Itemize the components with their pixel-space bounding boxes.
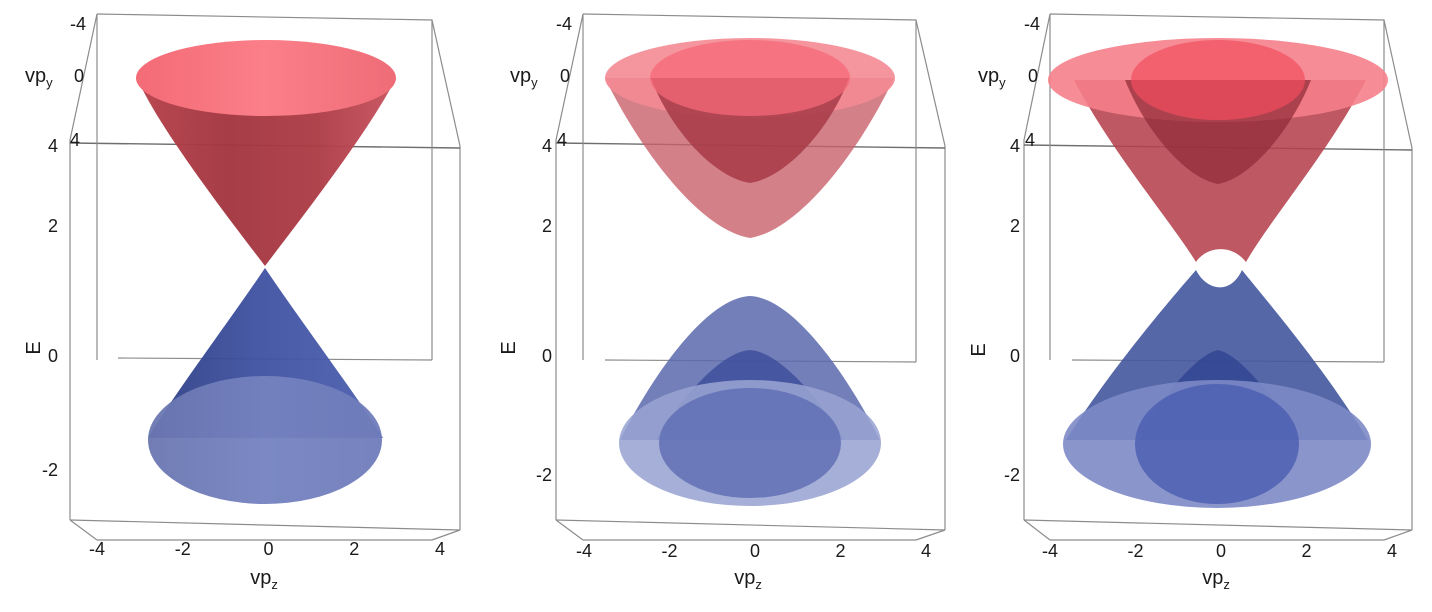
panel-1-e-tick-label: -2 [42,460,58,480]
panel-3-x-tick-label: 4 [1387,541,1397,561]
panel-2-e-tick-label: 0 [542,346,552,366]
panel-1-e-tick-label: 2 [48,216,58,236]
panel-2-x-tick-label: 4 [921,541,931,561]
panel-2-axis-labels: -4 -2 0 2 4 vpz -4 0 4 vpy -2 0 2 4 E [498,14,931,592]
panel-2-y-axis-label: vpy [510,65,538,90]
panel-2-x-tick-label: 2 [835,541,845,561]
panel-2-e-tick-label: 2 [542,216,552,236]
panel-3: -4 -2 0 2 4 vpz -4 0 4 vpy -2 0 2 4 E [968,13,1413,592]
panel-2-x-tick-label: 0 [750,541,760,561]
panel-1-y-tick-label: -4 [70,14,86,34]
panel-3-conduction-inner-top [1131,40,1305,120]
panel-2-e-tick-label: -2 [536,465,552,485]
panel-1-e-tick-label: 0 [48,346,58,366]
panel-2-x-tick-label: -4 [576,541,592,561]
panel-3-x-tick-label: -4 [1042,541,1058,561]
panel-2-y-tick-label: -4 [556,14,572,34]
panel-2-surface [605,38,895,506]
panel-3-e-tick-label: -2 [1004,465,1020,485]
panel-1-conduction-top [136,40,396,116]
panel-3-y-tick-label: 0 [1028,66,1038,86]
panel-1-conduction-cone [137,78,396,266]
panel-3-e-axis-label: E [968,343,990,356]
panel-1-y-axis-label: vpy [25,65,53,90]
panel-2-conduction-inner-top [650,40,850,116]
panel-2-x-axis-label: vpz [734,567,762,592]
panel-3-x-tick-label: -2 [1127,541,1143,561]
panel-1-x-tick-label: 2 [349,539,359,559]
panel-3-valence-inner-base [1135,384,1299,504]
panel-2-x-tick-label: -2 [661,541,677,561]
panel-1-e-axis-label: E [23,341,45,354]
panel-2-valence-inner-base [659,388,841,498]
panel-2-e-axis-label: E [498,341,520,354]
panel-3-x-tick-label: 0 [1216,541,1226,561]
panel-3-x-tick-label: 2 [1301,541,1311,561]
panel-1: -4 -2 0 2 4 vpz -4 0 4 vpy -2 0 2 4 E [23,13,461,592]
panel-1-x-tick-label: 0 [263,539,273,559]
panel-1-valence-base [148,376,382,504]
panel-1-x-axis-label: vpz [250,567,278,592]
panel-1-x-tick-label: 4 [435,539,445,559]
panel-3-e-tick-label: 0 [1010,346,1020,366]
panel-3-axis-labels: -4 -2 0 2 4 vpz -4 0 4 vpy -2 0 2 4 E [968,14,1397,592]
panel-3-e-tick-label: 4 [1010,136,1020,156]
panel-1-e-tick-label: 4 [48,136,58,156]
panel-2: -4 -2 0 2 4 vpz -4 0 4 vpy -2 0 2 4 E [498,13,946,592]
panel-1-y-tick-label: 4 [70,130,80,150]
panel-1-axis-labels: -4 -2 0 2 4 vpz -4 0 4 vpy -2 0 2 4 E [23,14,445,592]
panel-2-e-tick-label: 4 [542,136,552,156]
panel-1-y-tick-label: 0 [74,66,84,86]
panel-2-y-tick-label: 4 [557,130,567,150]
panel-3-e-tick-label: 2 [1010,216,1020,236]
panel-2-y-tick-label: 0 [560,66,570,86]
panel-3-y-tick-label: 4 [1025,130,1035,150]
panel-1-surface [136,40,396,504]
panel-3-y-axis-label: vpy [978,65,1006,90]
panel-3-x-axis-label: vpz [1202,567,1230,592]
panel-3-surface [1048,38,1388,508]
panel-1-x-tick-label: -2 [175,539,191,559]
panel-1-x-tick-label: -4 [89,539,105,559]
panel-3-y-tick-label: -4 [1024,14,1040,34]
